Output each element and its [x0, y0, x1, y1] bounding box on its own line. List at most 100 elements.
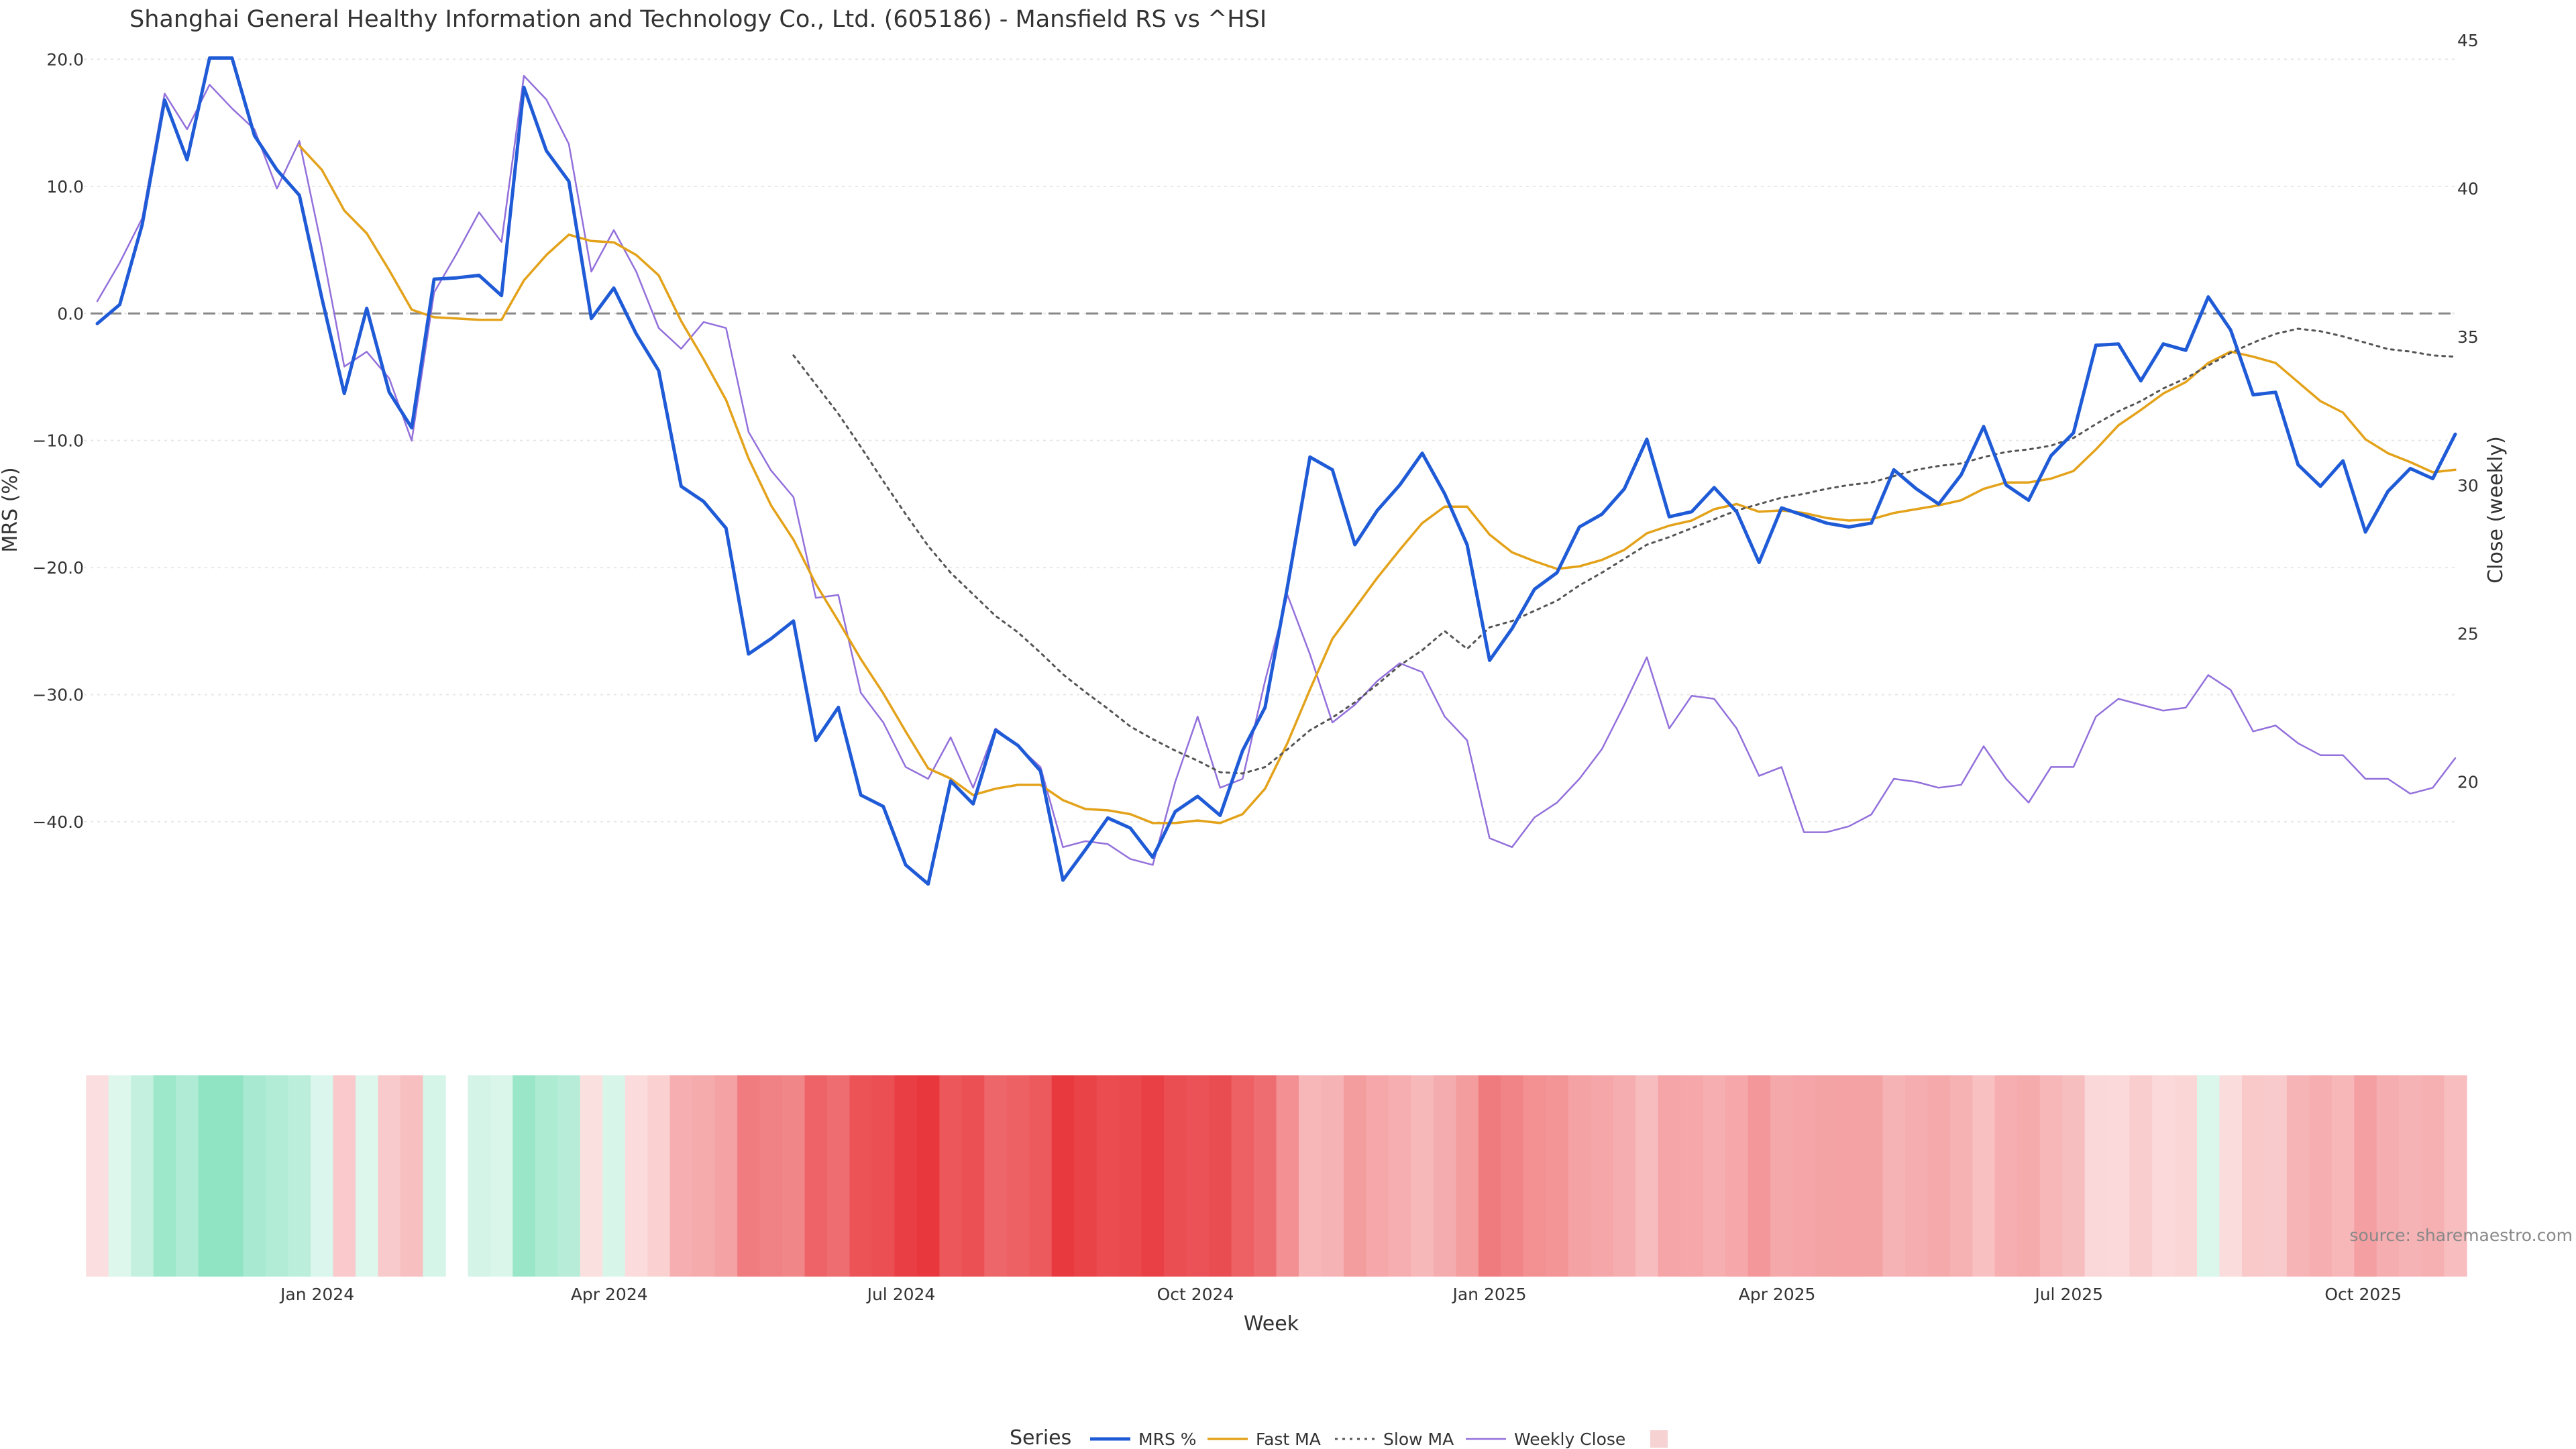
- y2-tick-label: 25: [2457, 624, 2479, 643]
- y-axis-left-ticks: 20.0 10.0 0.0 −10.0 −20.0 −30.0 −40.0: [32, 50, 84, 832]
- heatmap-cell: [490, 1075, 514, 1277]
- y-tick-label: −30.0: [32, 686, 84, 705]
- y-tick-label: −40.0: [32, 812, 84, 832]
- heatmap-cell: [804, 1075, 828, 1277]
- heatmap-cell: [176, 1075, 199, 1277]
- heatmap-cell: [266, 1075, 289, 1277]
- heatmap-cell: [1366, 1075, 1389, 1277]
- heatmap-cell: [1276, 1075, 1299, 1277]
- heatmap-cell: [1882, 1075, 1906, 1277]
- heatmap-cell: [1680, 1075, 1704, 1277]
- heatmap-cell: [288, 1075, 311, 1277]
- y-axis-right-ticks: 45 40 35 30 25 20: [2457, 31, 2479, 792]
- heatmap-cell: [1254, 1075, 1277, 1277]
- heatmap-cell: [602, 1075, 626, 1277]
- heatmap-cell: [2129, 1075, 2153, 1277]
- heatmap-cell: [1051, 1075, 1075, 1277]
- heatmap-cell: [1949, 1075, 1974, 1277]
- heatmap-cell: [1837, 1075, 1861, 1277]
- heatmap-cell: [423, 1075, 446, 1277]
- heatmap-cell: [1770, 1075, 1794, 1277]
- heatmap-cell: [1658, 1075, 1681, 1277]
- x-tick-label: Apr 2024: [571, 1285, 648, 1304]
- heatmap-cell: [2174, 1075, 2198, 1277]
- heatmap-cell: [1231, 1075, 1254, 1277]
- source-credit: source: sharemaestro.com: [2350, 1226, 2573, 1245]
- heatmap-cell: [894, 1075, 918, 1277]
- heatmap-cell: [1904, 1075, 1929, 1277]
- grid-lines: [84, 58, 2455, 822]
- heatmap-cell: [692, 1075, 716, 1277]
- heatmap-cell: [1119, 1075, 1142, 1277]
- heatmap-cell: [1388, 1075, 1412, 1277]
- mrs-heatmap-band: [86, 1075, 2467, 1277]
- x-tick-label: Jan 2025: [1451, 1285, 1526, 1304]
- heatmap-cell: [1568, 1075, 1591, 1277]
- heatmap-cell: [625, 1075, 648, 1277]
- legend-label: Slow MA: [1383, 1430, 1454, 1449]
- heatmap-cell: [669, 1075, 693, 1277]
- heatmap-cell: [737, 1075, 761, 1277]
- heatmap-cell: [1546, 1075, 1569, 1277]
- heatmap-cell: [333, 1075, 356, 1277]
- legend-swatch-heatmap: [1650, 1430, 1668, 1448]
- heatmap-cell: [1725, 1075, 1749, 1277]
- heatmap-cell: [221, 1075, 244, 1277]
- heatmap-cell: [580, 1075, 603, 1277]
- heatmap-cell: [1927, 1075, 1951, 1277]
- y2-tick-label: 30: [2457, 476, 2479, 495]
- heatmap-cell: [1792, 1075, 1816, 1277]
- heatmap-cell: [2017, 1075, 2041, 1277]
- heatmap-cell: [243, 1075, 266, 1277]
- heatmap-cell: [1209, 1075, 1232, 1277]
- heatmap-cell: [557, 1075, 581, 1277]
- heatmap-cell: [2331, 1075, 2355, 1277]
- heatmap-cell: [2107, 1075, 2131, 1277]
- heatmap-cell: [468, 1075, 491, 1277]
- heatmap-cell: [513, 1075, 536, 1277]
- heatmap-cell: [1164, 1075, 1187, 1277]
- heatmap-cell: [1748, 1075, 1771, 1277]
- heatmap-cell: [714, 1075, 738, 1277]
- x-tick-label: Jan 2024: [279, 1285, 354, 1304]
- heatmap-cell: [1029, 1075, 1053, 1277]
- heatmap-cell: [2062, 1075, 2086, 1277]
- heatmap-cell: [1321, 1075, 1344, 1277]
- heatmap-cell: [2264, 1075, 2288, 1277]
- heatmap-cell: [1411, 1075, 1434, 1277]
- heatmap-cell: [2152, 1075, 2176, 1277]
- heatmap-cell: [1501, 1075, 1524, 1277]
- heatmap-cell: [759, 1075, 783, 1277]
- heatmap-cell: [1994, 1075, 2018, 1277]
- heatmap-cell: [108, 1075, 131, 1277]
- heatmap-cell: [2354, 1075, 2377, 1277]
- heatmap-cell: [400, 1075, 424, 1277]
- heatmap-cell: [131, 1075, 154, 1277]
- y-axis-right-label: Close (weekly): [2484, 436, 2508, 584]
- series-weekly-close-line: [96, 74, 2457, 866]
- heatmap-cell: [2219, 1075, 2243, 1277]
- heatmap-cell: [1613, 1075, 1636, 1277]
- x-axis-label: Week: [1244, 1312, 1299, 1336]
- x-tick-label: Oct 2024: [1157, 1285, 1234, 1304]
- heatmap-cell: [961, 1075, 985, 1277]
- heatmap-cell: [2242, 1075, 2265, 1277]
- heatmap-cell: [1523, 1075, 1546, 1277]
- heatmap-cell: [916, 1075, 941, 1277]
- heatmap-cell: [535, 1075, 559, 1277]
- heatmap-cell: [198, 1075, 221, 1277]
- legend-label: Fast MA: [1256, 1430, 1321, 1449]
- heatmap-cell: [1299, 1075, 1322, 1277]
- heatmap-cell: [378, 1075, 401, 1277]
- heatmap-cell: [311, 1075, 334, 1277]
- y-tick-label: −20.0: [32, 558, 84, 578]
- legend-label: Weekly Close: [1514, 1430, 1625, 1449]
- heatmap-cell: [2309, 1075, 2332, 1277]
- heatmap-cell: [827, 1075, 851, 1277]
- heatmap-cell: [2399, 1075, 2422, 1277]
- x-tick-label: Jul 2024: [866, 1285, 936, 1304]
- heatmap-cell: [1591, 1075, 1614, 1277]
- y-tick-label: 0.0: [57, 304, 84, 323]
- series-slow-ma-line: [792, 327, 2457, 775]
